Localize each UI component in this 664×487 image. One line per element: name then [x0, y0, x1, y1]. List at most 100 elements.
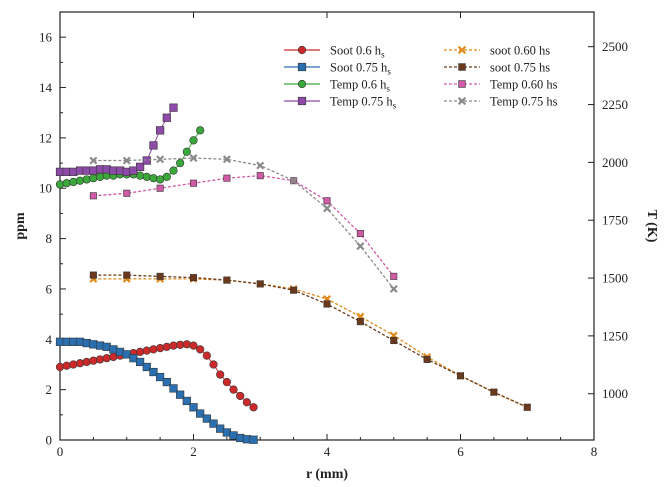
data-point	[123, 189, 131, 197]
data-point	[202, 414, 211, 423]
y-tick-label: 4	[46, 332, 53, 347]
y2-tick-label: 2250	[602, 97, 628, 112]
data-point	[149, 141, 158, 150]
legend-marker	[297, 96, 307, 106]
data-point	[122, 156, 131, 165]
data-point	[102, 354, 111, 363]
series-6	[89, 172, 398, 280]
x-tick-label: 0	[57, 444, 64, 459]
y2-tick-label: 1000	[602, 386, 628, 401]
data-point	[156, 344, 165, 353]
data-point	[190, 274, 198, 282]
legend-item: Temp 0.6 hs	[284, 78, 390, 94]
data-point	[136, 357, 145, 367]
data-point	[456, 372, 464, 380]
series-5	[89, 271, 531, 411]
legend-label-subscript: s	[393, 101, 397, 111]
legend-label: Soot 0.6 hs	[330, 44, 385, 60]
data-point	[89, 174, 98, 183]
data-point	[249, 435, 258, 444]
legend-label: Temp 0.75 hs	[490, 95, 558, 109]
data-point	[182, 396, 191, 406]
data-point	[75, 176, 85, 185]
data-point	[209, 419, 218, 428]
data-point	[256, 161, 265, 170]
data-point	[69, 360, 78, 369]
y-tick-label: 14	[39, 80, 53, 95]
data-point	[490, 388, 498, 396]
data-point	[189, 403, 198, 412]
x-axis-label: r (mm)	[306, 467, 348, 482]
data-point	[69, 177, 78, 187]
data-point	[229, 385, 238, 394]
data-point	[236, 391, 245, 401]
data-point	[523, 403, 531, 411]
data-point	[209, 360, 218, 369]
data-point	[89, 156, 98, 165]
data-point	[142, 362, 151, 372]
data-point	[89, 271, 97, 279]
data-point	[356, 318, 364, 326]
legend-label: soot 0.75 hs	[490, 61, 550, 75]
x-tick-label: 8	[591, 444, 598, 459]
series-4	[89, 274, 532, 412]
legend-item: soot 0.75 hs	[444, 61, 550, 75]
data-point	[142, 156, 151, 165]
data-point	[89, 192, 97, 200]
data-point	[356, 230, 364, 238]
data-point	[189, 341, 198, 350]
y-tick-label: 0	[46, 433, 53, 448]
data-point	[62, 179, 71, 188]
legend-item: Temp 0.75 hs	[444, 95, 558, 109]
series-line	[60, 107, 174, 173]
data-point	[222, 155, 231, 164]
data-point	[182, 340, 191, 349]
series-3	[55, 103, 178, 176]
data-point	[142, 172, 151, 182]
data-point	[223, 174, 231, 182]
y-tick-label: 10	[39, 181, 52, 196]
data-point	[156, 372, 165, 382]
legend-item: Temp 0.75 hs	[284, 95, 397, 111]
legend-label-subscript: s	[387, 67, 391, 77]
data-point	[222, 377, 231, 387]
plot-border	[59, 11, 595, 441]
data-point	[162, 172, 171, 182]
data-point	[390, 337, 398, 345]
data-point	[142, 346, 151, 355]
legend-item: Soot 0.6 hs	[284, 44, 385, 60]
x-tick-label: 6	[457, 444, 464, 459]
x-tick-label: 4	[324, 444, 331, 459]
legend-marker	[457, 45, 467, 55]
legend-label: Temp 0.6 hs	[330, 78, 390, 94]
y-tick-label: 6	[46, 281, 53, 296]
legend-item: Soot 0.75 hs	[284, 61, 391, 77]
data-point	[290, 286, 298, 294]
data-point	[156, 126, 165, 135]
legend-marker	[297, 79, 307, 89]
data-point	[196, 126, 205, 135]
legend-label: Temp 0.60 hs	[490, 78, 558, 92]
data-point	[189, 154, 198, 163]
data-point	[190, 179, 198, 187]
y-axis-label: ppm	[13, 212, 28, 240]
y2-tick-label: 2500	[602, 39, 628, 54]
legend-label: Soot 0.75 hs	[330, 61, 391, 77]
data-point	[189, 136, 198, 145]
data-point	[249, 403, 258, 412]
data-point	[169, 166, 178, 175]
data-point	[136, 162, 145, 171]
data-point	[169, 103, 178, 112]
legend-label-subscript: s	[381, 50, 385, 60]
series-line	[93, 157, 395, 290]
data-point	[289, 176, 298, 185]
data-point	[323, 300, 331, 308]
data-point	[256, 280, 264, 288]
series-0	[55, 340, 258, 412]
data-point	[196, 345, 205, 354]
tick-layer: 0 2 4 6 8 0 2 4 6 8 10 12 14 16 1000 1250 1500 1750 2000 22…	[39, 11, 628, 459]
data-point	[156, 184, 164, 192]
data-point	[389, 284, 398, 293]
plot-frame	[59, 11, 595, 441]
